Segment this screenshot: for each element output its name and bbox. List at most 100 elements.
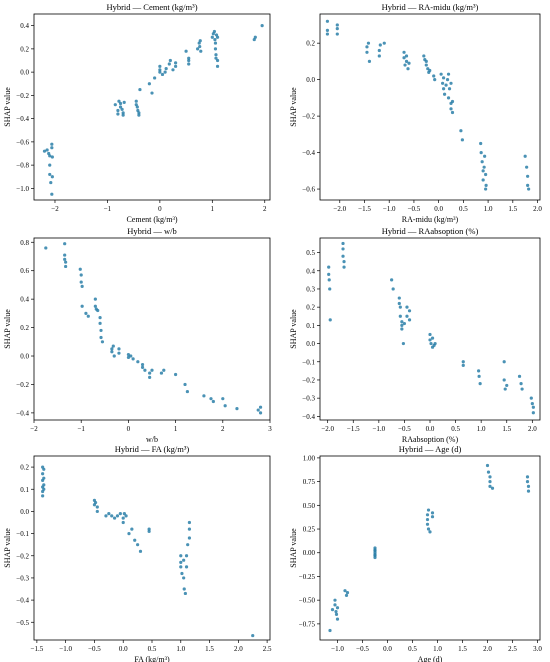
data-point (187, 62, 191, 66)
data-point (502, 378, 506, 382)
y-tick-label: 0.1 (20, 486, 29, 494)
y-tick-label: 0.2 (306, 40, 315, 48)
chart-title: Hybrid — w/b (127, 226, 177, 236)
data-point (215, 35, 220, 39)
data-point (41, 472, 45, 476)
data-point (450, 110, 455, 115)
data-point (133, 538, 137, 542)
data-point (63, 257, 67, 261)
x-tick-label: 1.0 (477, 425, 486, 433)
data-point (488, 480, 492, 484)
chart-panel-5: −1.5 −1.0 −0.5 0.0 0.5 1.0 1.5 2.0 2.5 −0.5 −0.4 −0… (3, 444, 272, 662)
data-point (150, 368, 154, 372)
data-point (117, 99, 121, 103)
data-point (99, 328, 103, 333)
data-point (48, 163, 52, 167)
data-point (391, 287, 395, 291)
data-point (447, 87, 452, 91)
data-point (333, 603, 337, 607)
plot-frame (33, 237, 271, 421)
plot-frame (319, 455, 541, 641)
data-point (407, 318, 412, 322)
data-point (441, 81, 445, 85)
data-point (407, 309, 412, 313)
data-point (400, 327, 404, 331)
data-point (164, 67, 168, 71)
data-point (402, 321, 407, 326)
y-tick-label: 0.50 (303, 502, 316, 510)
data-point (526, 183, 530, 188)
data-point (335, 26, 339, 31)
x-tick-label: −0.5 (398, 425, 411, 433)
data-point (327, 265, 331, 269)
y-tick-label: −0.5 (16, 619, 29, 627)
data-point (215, 58, 220, 63)
y-tick-label: −0.1 (16, 530, 29, 538)
data-point (131, 357, 135, 361)
data-point (334, 609, 338, 614)
data-point (180, 571, 184, 576)
data-point (148, 371, 152, 375)
data-point (526, 174, 530, 178)
y-tick-label: −0.50 (299, 597, 316, 605)
data-point (221, 397, 225, 401)
data-point (130, 527, 134, 531)
data-point (213, 37, 217, 42)
data-point (377, 48, 381, 53)
y-tick-label: 0.0 (306, 340, 315, 348)
data-point (450, 99, 455, 104)
data-point (461, 363, 465, 367)
data-point (112, 516, 117, 520)
x-tick-label: 2 (221, 425, 225, 433)
data-point (160, 72, 165, 77)
data-point (404, 59, 409, 64)
y-tick-label: −0.4 (302, 149, 315, 157)
data-point (390, 278, 394, 282)
data-point (104, 514, 108, 518)
data-point (398, 305, 402, 309)
chart-title: Hybrid — RAabsoption (%) (382, 226, 479, 236)
x-tick-label: 1.0 (176, 645, 185, 653)
data-point (158, 68, 162, 72)
data-point (258, 405, 263, 409)
data-point (235, 407, 239, 411)
data-point (162, 368, 166, 372)
x-tick-label: 1.5 (205, 645, 214, 653)
data-point (428, 68, 432, 73)
data-point (373, 548, 377, 552)
data-point (482, 165, 486, 169)
chart-panel-1: −2 −1 0 1 2 −1.0 −0.8 −0.6 −0.4 −0.2 0.0 0.2 0.4 Hybr… (3, 2, 271, 224)
x-axis-label: w/b (146, 435, 158, 444)
data-point (325, 19, 330, 23)
data-point (213, 47, 218, 51)
y-tick-label: −0.4 (16, 115, 29, 123)
data-point (135, 105, 139, 109)
data-point (479, 150, 483, 155)
data-point (115, 514, 120, 518)
data-point (335, 32, 339, 36)
data-point (530, 402, 534, 406)
data-point (486, 470, 491, 474)
data-point (124, 514, 128, 518)
data-point (483, 154, 487, 158)
data-point (163, 70, 167, 74)
data-point (121, 113, 125, 117)
data-point (251, 633, 255, 638)
x-tick-label: −1 (104, 205, 112, 213)
data-point (428, 530, 432, 534)
data-point (341, 247, 345, 251)
data-point (484, 183, 488, 188)
data-point (118, 105, 123, 109)
y-tick-label: −0.6 (302, 186, 315, 194)
data-point (187, 520, 192, 525)
data-point (342, 260, 346, 264)
data-point (187, 527, 192, 531)
y-tick-label: 0.75 (303, 478, 316, 486)
y-tick-label: 0.8 (20, 239, 29, 247)
x-tick-label: −0.5 (356, 645, 369, 653)
x-axis-label: FA (kg/m³) (134, 655, 170, 662)
data-point (148, 375, 152, 379)
data-point (449, 81, 453, 85)
data-point (116, 112, 120, 116)
data-point (484, 172, 488, 177)
